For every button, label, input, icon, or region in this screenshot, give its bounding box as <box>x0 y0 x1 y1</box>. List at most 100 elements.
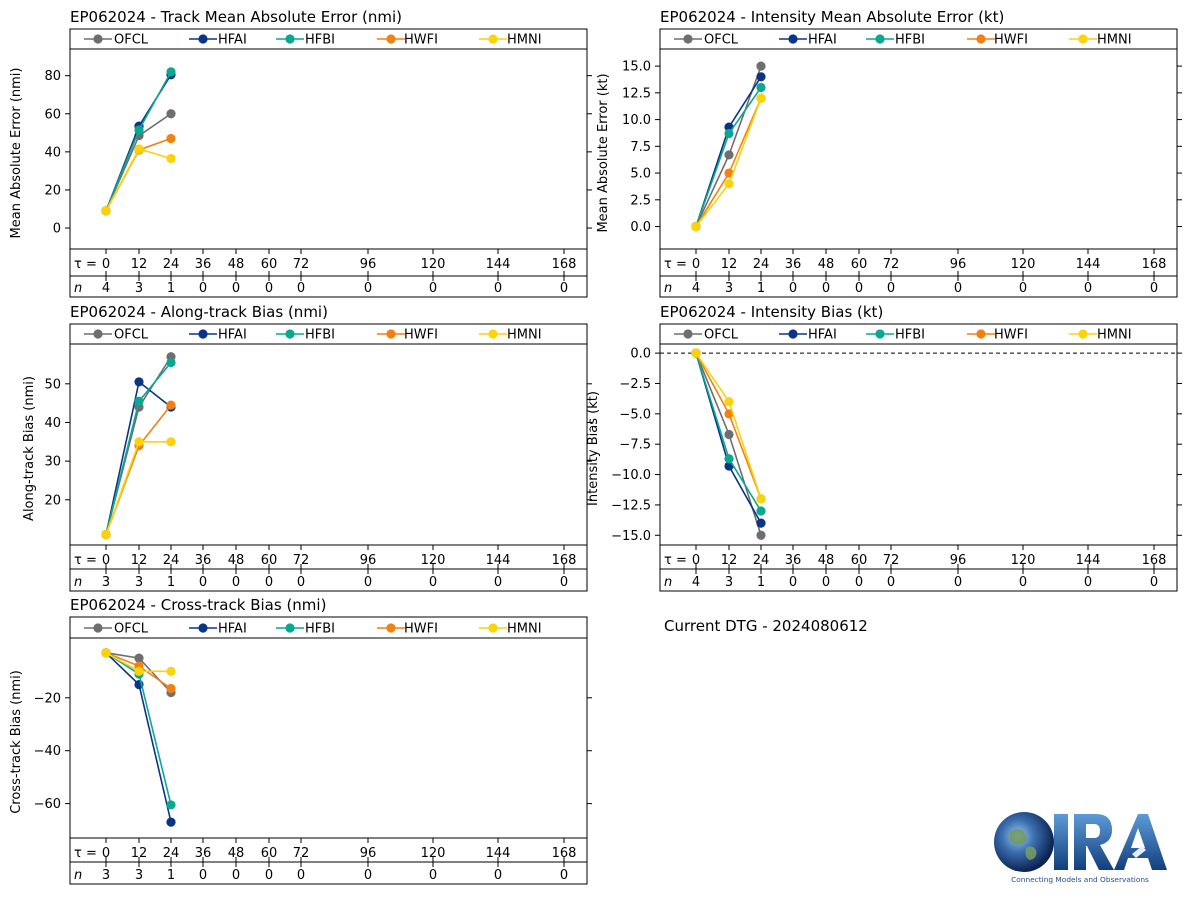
series-line-hwfi <box>105 404 172 535</box>
n-value: 0 <box>1084 281 1092 296</box>
y-tick-label: −5.0 <box>619 407 651 422</box>
legend-marker <box>93 34 103 44</box>
data-point-hwfi <box>166 683 176 694</box>
n-value: 0 <box>364 281 372 296</box>
legend-label: HFBI <box>305 622 335 637</box>
tau-tick-label: 60 <box>851 553 868 568</box>
legend-marker <box>386 329 396 339</box>
tau-tick-label: 24 <box>163 846 180 861</box>
tau-tick-label: 12 <box>721 553 738 568</box>
n-value: 0 <box>199 281 207 296</box>
tau-tick-label: 144 <box>486 553 511 568</box>
legend-marker <box>788 34 798 44</box>
n-value: 0 <box>429 575 437 590</box>
n-value: 0 <box>954 575 962 590</box>
legend-label: HWFI <box>404 328 438 343</box>
n-value: 0 <box>232 868 240 883</box>
tau-tick-label: 168 <box>552 846 577 861</box>
chart-title: EP062024 - Intensity Mean Absolute Error… <box>660 8 1004 26</box>
data-point-hfai <box>756 518 766 528</box>
y-tick-label: 30 <box>44 455 61 470</box>
n-value: 0 <box>364 575 372 590</box>
legend-marker <box>198 329 208 339</box>
legend-marker <box>683 34 693 44</box>
legend-label: HFBI <box>305 33 335 48</box>
legend-marker <box>1078 329 1088 339</box>
tau-tick-label: 36 <box>195 553 212 568</box>
y-tick-label: 60 <box>44 107 61 122</box>
tau-tick-label: 24 <box>163 553 180 568</box>
n-value: 4 <box>692 575 700 590</box>
legend-marker <box>875 34 885 44</box>
n-value: 0 <box>560 575 568 590</box>
data-point-hfai <box>756 72 766 82</box>
legend-label: OFCL <box>704 328 739 343</box>
n-value: 1 <box>167 281 175 296</box>
n-value: 3 <box>135 868 143 883</box>
tau-tick-label: 0 <box>692 553 700 568</box>
legend-marker <box>386 623 396 633</box>
tau-tick-label: 48 <box>818 553 835 568</box>
axes-frame <box>659 323 1178 592</box>
tau-tick-label: 96 <box>950 257 967 272</box>
legend-marker <box>285 623 295 633</box>
tau-tick-label: 96 <box>360 846 377 861</box>
n-value: 0 <box>1084 575 1092 590</box>
data-point-hmni <box>101 648 111 658</box>
tau-tick-label: 60 <box>851 257 868 272</box>
n-value: 0 <box>297 868 305 883</box>
data-point-hfbi <box>134 125 144 135</box>
y-axis-label: Along-track Bias (nmi) <box>22 376 37 521</box>
legend-marker <box>1078 34 1088 44</box>
legend-label: HFBI <box>305 328 335 343</box>
n-value: 0 <box>855 281 863 296</box>
chart-title: EP062024 - Cross-track Bias (nmi) <box>70 596 326 614</box>
chart-title: EP062024 - Intensity Bias (kt) <box>660 303 883 321</box>
tau-tick-label: 144 <box>1076 553 1101 568</box>
data-point-hmni <box>166 153 176 164</box>
n-value: 0 <box>560 281 568 296</box>
n-value: 0 <box>1150 575 1158 590</box>
tau-tick-label: 144 <box>486 846 511 861</box>
data-point-hmni <box>134 437 144 447</box>
y-tick-label: −40 <box>34 744 61 759</box>
tau-tick-label: 96 <box>360 257 377 272</box>
data-point-ofcl <box>134 653 144 663</box>
n-value: 1 <box>167 868 175 883</box>
n-value: 0 <box>232 281 240 296</box>
tau-tick-label: 72 <box>883 257 900 272</box>
data-point-hmni <box>166 437 176 447</box>
tau-tick-label: 60 <box>261 846 278 861</box>
data-point-hfbi <box>134 396 144 406</box>
y-tick-label: 12.5 <box>622 86 651 101</box>
axes-frame <box>69 323 588 592</box>
tau-tick-label: 120 <box>421 257 446 272</box>
data-point-hmni <box>756 494 766 504</box>
data-point-hmni <box>166 666 176 676</box>
n-value: 0 <box>297 575 305 590</box>
y-tick-label: 50 <box>44 377 61 392</box>
n-value: 0 <box>887 575 895 590</box>
tau-tick-label: 120 <box>421 553 446 568</box>
n-value: 0 <box>429 281 437 296</box>
n-value: 1 <box>167 575 175 590</box>
legend-label: HFBI <box>895 33 925 48</box>
tau-label: τ = <box>664 257 687 272</box>
n-label: n <box>74 868 82 883</box>
y-axis-label: Mean Absolute Error (kt) <box>596 73 611 232</box>
legend-label: HWFI <box>404 622 438 637</box>
legend-label: OFCL <box>704 33 739 48</box>
tau-tick-label: 12 <box>131 257 148 272</box>
n-value: 0 <box>265 575 273 590</box>
data-point-ofcl <box>724 150 734 160</box>
tau-tick-label: 72 <box>883 553 900 568</box>
tau-tick-label: 72 <box>293 257 310 272</box>
tau-tick-label: 96 <box>950 553 967 568</box>
n-value: 0 <box>789 575 797 590</box>
tau-label: τ = <box>74 553 97 568</box>
legend-label: HWFI <box>404 33 438 48</box>
axes-frame <box>69 28 588 298</box>
legend-marker <box>683 329 693 339</box>
legend-marker <box>976 34 986 44</box>
legend-marker <box>93 623 103 633</box>
